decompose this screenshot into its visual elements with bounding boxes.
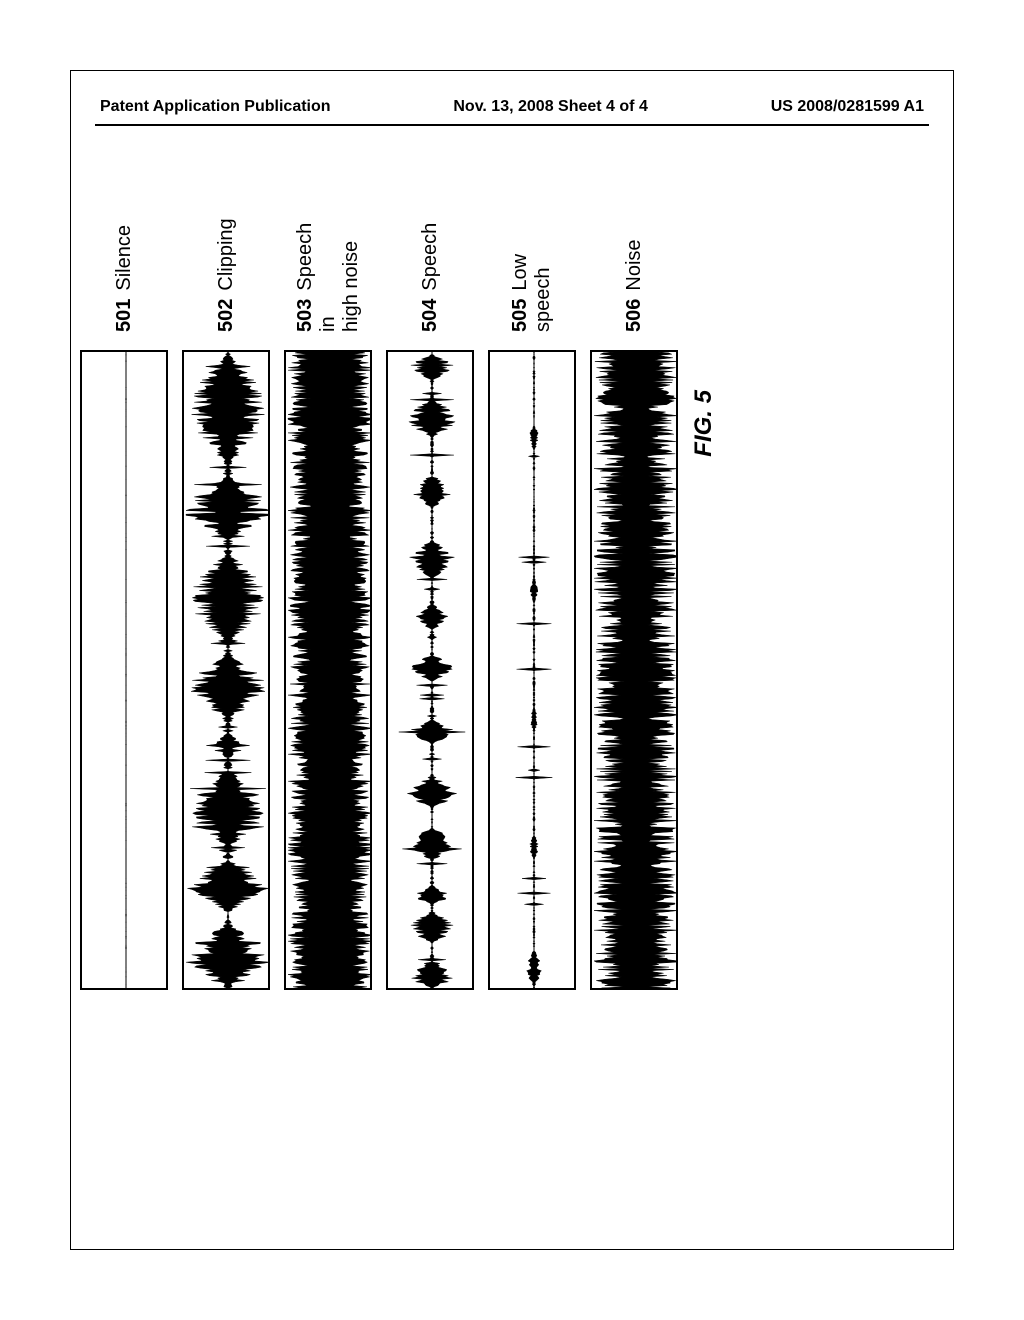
panel-label-504: 504 Speech — [419, 223, 442, 332]
panel-row-502: 502Clipping — [182, 350, 270, 990]
waveform-panels: 501Silence 502Clipping 503Speech in high… — [80, 350, 678, 990]
panel-number: 506 — [623, 299, 645, 332]
waveform-panel-506 — [590, 350, 678, 990]
header-rule — [95, 124, 929, 126]
figure-5: 501Silence 502Clipping 503Speech in high… — [80, 350, 960, 990]
panel-label-505: 505Low speech — [509, 254, 555, 332]
panel-label-502: 502 Clipping — [215, 218, 238, 332]
panel-number: 504 — [419, 299, 441, 332]
waveform-panel-503 — [284, 350, 372, 990]
panel-number: 505 — [509, 299, 531, 332]
figure-caption: FIG. 5 — [690, 350, 718, 990]
panel-label-506: 506 Noise — [623, 239, 646, 332]
panel-label-text: Noise — [623, 239, 645, 290]
panel-label-text: Clipping — [215, 218, 237, 290]
panel-number: 501 — [113, 299, 135, 332]
waveform-panel-502 — [182, 350, 270, 990]
header-left: Patent Application Publication — [100, 98, 331, 116]
panel-number: 503 — [294, 299, 316, 332]
panel-number: 502 — [215, 299, 237, 332]
panel-label-503: 503Speech in high noise — [294, 223, 363, 332]
panel-row-504: 504Speech — [386, 350, 474, 990]
panel-label-text: Speech — [419, 223, 441, 291]
panel-row-506: 506Noise — [590, 350, 678, 990]
panel-row-503: 503Speech in high noise — [284, 350, 372, 990]
header-right: US 2008/0281599 A1 — [771, 98, 924, 116]
header-center: Nov. 13, 2008 Sheet 4 of 4 — [453, 98, 647, 116]
page-header: Patent Application Publication Nov. 13, … — [100, 98, 924, 116]
waveform-panel-505 — [488, 350, 576, 990]
waveform-panel-501 — [80, 350, 168, 990]
panel-row-505: 505Low speech — [488, 350, 576, 990]
waveform-panel-504 — [386, 350, 474, 990]
panel-label-text: Silence — [113, 225, 135, 291]
panel-row-501: 501Silence — [80, 350, 168, 990]
panel-label-501: 501 Silence — [113, 225, 136, 332]
